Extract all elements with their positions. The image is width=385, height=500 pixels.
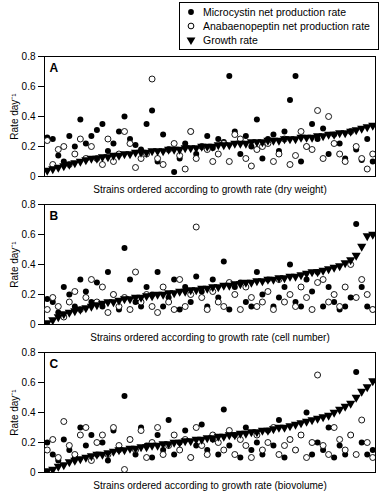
svg-text:Growth rate: Growth rate [203,34,258,46]
svg-text:C: C [50,357,59,371]
svg-text:Anabaenopeptin net production: Anabaenopeptin net production rate [203,20,370,32]
svg-text:0.6: 0.6 [22,229,36,240]
svg-text:Strains ordered according to g: Strains ordered according to growth rate… [90,332,330,343]
svg-text:A: A [50,61,59,75]
svg-text:0.6: 0.6 [22,81,36,92]
svg-text:Microcystin net production rat: Microcystin net production rate [203,6,346,18]
svg-text:0.8: 0.8 [22,51,36,62]
svg-text:B: B [50,209,59,223]
svg-text:0.2: 0.2 [22,437,36,448]
svg-text:0.2: 0.2 [22,289,36,300]
svg-text:0.4: 0.4 [22,111,36,122]
svg-text:0.2: 0.2 [22,141,36,152]
svg-text:0: 0 [30,171,36,182]
svg-text:Rate day⁻¹: Rate day⁻¹ [9,93,20,140]
svg-text:Strains ordered according to g: Strains ordered according to growth rate… [93,184,326,195]
svg-text:0: 0 [30,467,36,478]
svg-text:0.8: 0.8 [22,199,36,210]
svg-text:0: 0 [30,319,36,330]
svg-text:Strains ordered according to g: Strains ordered according to growth rate… [93,480,326,491]
svg-text:0.4: 0.4 [22,259,36,270]
svg-text:0.4: 0.4 [22,407,36,418]
svg-text:0.6: 0.6 [22,377,36,388]
svg-text:0.8: 0.8 [22,347,36,358]
svg-text:Rate day⁻¹: Rate day⁻¹ [9,241,20,288]
svg-text:Rate day⁻¹: Rate day⁻¹ [9,389,20,436]
